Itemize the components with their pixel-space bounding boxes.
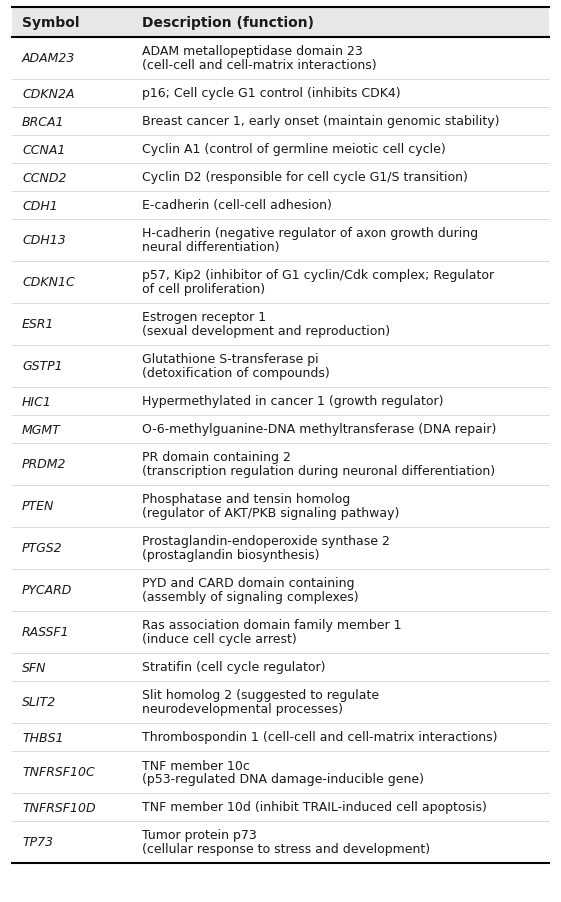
Text: PYCARD: PYCARD xyxy=(22,584,72,597)
Text: p16; Cell cycle G1 control (inhibits CDK4): p16; Cell cycle G1 control (inhibits CDK… xyxy=(142,87,401,100)
Text: Slit homolog 2 (suggested to regulate: Slit homolog 2 (suggested to regulate xyxy=(142,689,379,702)
Text: H-cadherin (negative regulator of axon growth during: H-cadherin (negative regulator of axon g… xyxy=(142,227,478,240)
Text: CDKN2A: CDKN2A xyxy=(22,87,75,100)
Text: O-6-methylguanine-DNA methyltransferase (DNA repair): O-6-methylguanine-DNA methyltransferase … xyxy=(142,423,496,436)
Text: (regulator of AKT/PKB signaling pathway): (regulator of AKT/PKB signaling pathway) xyxy=(142,507,399,520)
Text: ADAM metallopeptidase domain 23: ADAM metallopeptidase domain 23 xyxy=(142,45,363,59)
Text: CCND2: CCND2 xyxy=(22,171,67,184)
Text: Thrombospondin 1 (cell-cell and cell-matrix interactions): Thrombospondin 1 (cell-cell and cell-mat… xyxy=(142,731,498,743)
Text: SFN: SFN xyxy=(22,661,47,674)
Text: CDKN1C: CDKN1C xyxy=(22,276,75,290)
Text: Stratifin (cell cycle regulator): Stratifin (cell cycle regulator) xyxy=(142,661,325,674)
Text: TP73: TP73 xyxy=(22,835,53,849)
Text: (p53-regulated DNA damage-inducible gene): (p53-regulated DNA damage-inducible gene… xyxy=(142,773,424,786)
Text: Phosphatase and tensin homolog: Phosphatase and tensin homolog xyxy=(142,493,350,506)
Bar xyxy=(12,8,549,38)
Text: (sexual development and reproduction): (sexual development and reproduction) xyxy=(142,325,390,338)
Text: Cyclin A1 (control of germline meiotic cell cycle): Cyclin A1 (control of germline meiotic c… xyxy=(142,143,446,156)
Text: Description (function): Description (function) xyxy=(142,16,314,30)
Text: BRCA1: BRCA1 xyxy=(22,115,65,128)
Text: PYD and CARD domain containing: PYD and CARD domain containing xyxy=(142,577,355,590)
Text: (detoxification of compounds): (detoxification of compounds) xyxy=(142,367,330,380)
Text: Cyclin D2 (responsible for cell cycle G1/S transition): Cyclin D2 (responsible for cell cycle G1… xyxy=(142,171,468,184)
Text: (induce cell cycle arrest): (induce cell cycle arrest) xyxy=(142,633,297,646)
Text: PR domain containing 2: PR domain containing 2 xyxy=(142,451,291,464)
Text: TNF member 10c: TNF member 10c xyxy=(142,759,250,771)
Text: CDH1: CDH1 xyxy=(22,199,58,212)
Text: ESR1: ESR1 xyxy=(22,318,54,331)
Text: PRDM2: PRDM2 xyxy=(22,458,67,471)
Text: (cellular response to stress and development): (cellular response to stress and develop… xyxy=(142,842,430,856)
Text: GSTP1: GSTP1 xyxy=(22,360,63,373)
Text: RASSF1: RASSF1 xyxy=(22,626,70,639)
Text: TNFRSF10C: TNFRSF10C xyxy=(22,766,95,778)
Text: PTGS2: PTGS2 xyxy=(22,542,63,555)
Text: (cell-cell and cell-matrix interactions): (cell-cell and cell-matrix interactions) xyxy=(142,60,376,72)
Text: TNFRSF10D: TNFRSF10D xyxy=(22,801,95,814)
Text: Hypermethylated in cancer 1 (growth regulator): Hypermethylated in cancer 1 (growth regu… xyxy=(142,395,444,408)
Text: Symbol: Symbol xyxy=(22,16,80,30)
Text: CDH13: CDH13 xyxy=(22,235,66,247)
Text: THBS1: THBS1 xyxy=(22,731,63,743)
Text: Breast cancer 1, early onset (maintain genomic stability): Breast cancer 1, early onset (maintain g… xyxy=(142,115,499,128)
Text: (assembly of signaling complexes): (assembly of signaling complexes) xyxy=(142,591,358,603)
Text: Estrogen receptor 1: Estrogen receptor 1 xyxy=(142,311,266,324)
Text: ADAM23: ADAM23 xyxy=(22,52,75,66)
Text: Prostaglandin-endoperoxide synthase 2: Prostaglandin-endoperoxide synthase 2 xyxy=(142,535,390,548)
Text: TNF member 10d (inhibit TRAIL-induced cell apoptosis): TNF member 10d (inhibit TRAIL-induced ce… xyxy=(142,801,487,814)
Text: CCNA1: CCNA1 xyxy=(22,143,66,156)
Text: (transcription regulation during neuronal differentiation): (transcription regulation during neurona… xyxy=(142,465,495,478)
Text: HIC1: HIC1 xyxy=(22,395,52,408)
Text: of cell proliferation): of cell proliferation) xyxy=(142,283,265,296)
Text: E-cadherin (cell-cell adhesion): E-cadherin (cell-cell adhesion) xyxy=(142,199,332,212)
Text: neural differentiation): neural differentiation) xyxy=(142,241,279,254)
Text: PTEN: PTEN xyxy=(22,500,54,513)
Text: SLIT2: SLIT2 xyxy=(22,695,56,709)
Text: MGMT: MGMT xyxy=(22,423,61,436)
Text: Tumor protein p73: Tumor protein p73 xyxy=(142,829,257,842)
Text: p57, Kip2 (inhibitor of G1 cyclin/Cdk complex; Regulator: p57, Kip2 (inhibitor of G1 cyclin/Cdk co… xyxy=(142,269,494,282)
Text: Glutathione S-transferase pi: Glutathione S-transferase pi xyxy=(142,353,319,366)
Text: neurodevelopmental processes): neurodevelopmental processes) xyxy=(142,703,343,715)
Text: Ras association domain family member 1: Ras association domain family member 1 xyxy=(142,619,402,631)
Text: (prostaglandin biosynthesis): (prostaglandin biosynthesis) xyxy=(142,549,320,562)
